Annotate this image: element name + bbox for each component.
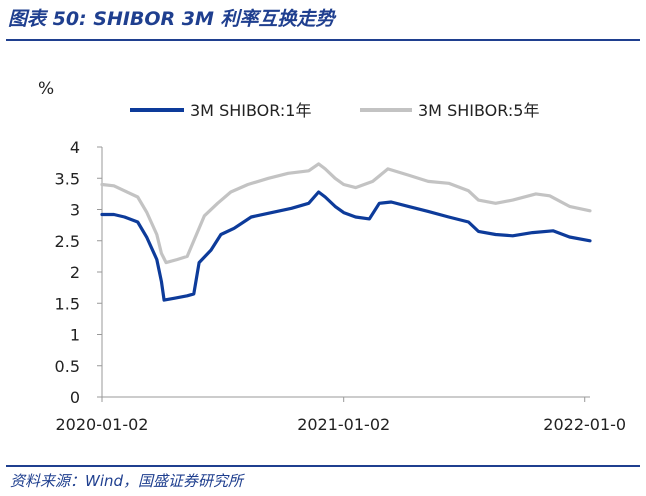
source-divider [6,465,640,467]
x-tick-label: 2020-01-02 [56,415,149,434]
y-tick-label: 2.5 [55,232,80,251]
y-tick-label: 1.5 [55,294,80,313]
series-line-1y [100,190,592,302]
source-note: 资料来源：Wind，国盛证券研究所 [10,472,244,490]
y-tick-label: 3.5 [55,169,80,188]
legend-label-5y: 3M SHIBOR:5年 [418,101,539,120]
title-divider [6,39,640,41]
x-tick-label: 2021-01-02 [297,415,390,434]
y-tick-label: 3 [70,201,80,220]
series-line-5y [100,162,592,265]
legend-label-1y: 3M SHIBOR:1年 [190,101,311,120]
x-tick-label: 2022-01-0 [543,415,626,434]
y-tick-label: 0.5 [55,357,80,376]
figure-title: 图表 50: SHIBOR 3M 利率互换走势 [8,8,335,30]
chart-axes: % 0 0.5 1 1.5 2 2.5 3 3.5 4 2020-01-02 2021-01-02 20… [38,79,626,434]
chart-legend: 3M SHIBOR:1年 3M SHIBOR:5年 [130,101,539,120]
y-tick-label: 2 [70,263,80,282]
y-tick-label: 0 [70,388,80,407]
y-tick-label: 1 [70,326,80,345]
chart-series [100,162,592,302]
y-unit-label: % [38,79,54,99]
y-tick-label: 4 [70,138,80,157]
